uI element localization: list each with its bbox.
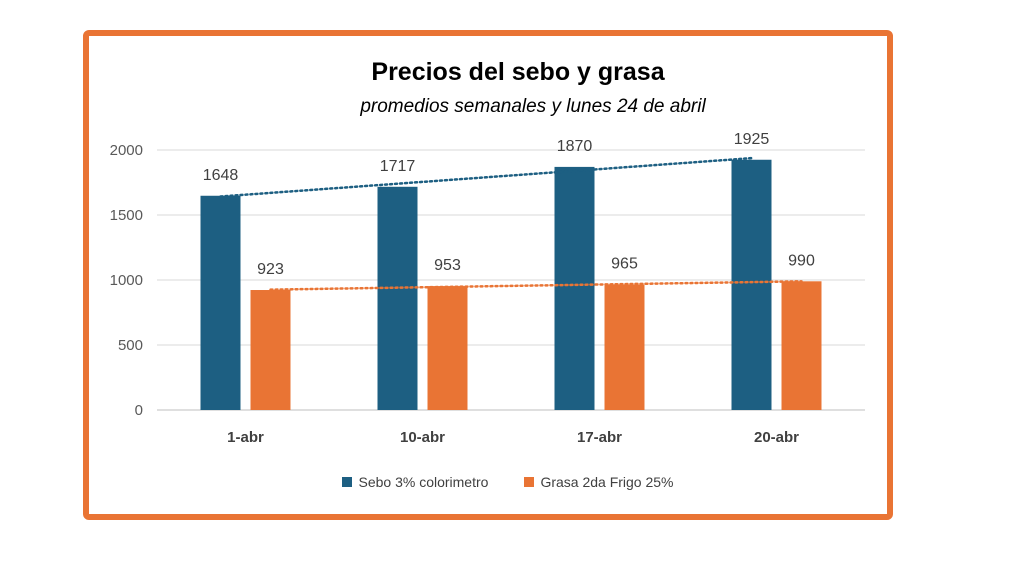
y-tick-label: 1000 xyxy=(110,272,143,289)
chart-subtitle: promedios semanales y lunes 24 de abril xyxy=(360,96,706,117)
legend: Sebo 3% colorimetro Grasa 2da Frigo 25% xyxy=(89,474,887,490)
y-tick-label: 1500 xyxy=(110,207,143,224)
data-label-series-1: 1717 xyxy=(380,158,416,175)
data-label-series-2: 953 xyxy=(434,257,461,274)
bar-series-1-10-abr xyxy=(377,186,418,410)
legend-item-series-1: Sebo 3% colorimetro xyxy=(342,474,488,490)
x-tick-label: 20-abr xyxy=(754,429,799,446)
x-tick-label: 1-abr xyxy=(227,429,264,446)
y-tick-label: 2000 xyxy=(110,142,143,159)
bar-series-1-1-abr xyxy=(200,195,241,410)
bar-series-2-1-abr xyxy=(250,290,291,410)
x-axis-ticks: 1-abr 10-abr 17-abr 20-abr xyxy=(227,429,799,446)
data-labels: 1648 923 1717 953 1870 965 1925 990 xyxy=(203,131,815,278)
legend-swatch-series-1 xyxy=(342,477,353,487)
y-axis-ticks: 0 500 1000 1500 2000 xyxy=(110,142,143,419)
bars xyxy=(200,159,822,410)
y-tick-label: 0 xyxy=(135,402,143,419)
data-label-series-2: 923 xyxy=(257,261,284,278)
data-label-series-1: 1870 xyxy=(557,138,593,155)
chart-frame: Precios del sebo y grasa promedios seman… xyxy=(83,30,893,520)
bar-series-2-20-abr xyxy=(781,281,822,410)
chart-title: Precios del sebo y grasa xyxy=(371,58,665,86)
trendline-series-2 xyxy=(269,280,803,291)
legend-item-series-2: Grasa 2da Frigo 25% xyxy=(524,474,674,490)
data-label-series-1: 1648 xyxy=(203,167,239,184)
legend-label-series-1: Sebo 3% colorimetro xyxy=(358,474,489,490)
x-tick-label: 17-abr xyxy=(577,429,622,446)
bar-series-1-17-abr xyxy=(554,166,595,410)
bar-series-1-20-abr xyxy=(731,159,772,410)
bar-series-2-10-abr xyxy=(427,286,468,410)
y-tick-label: 500 xyxy=(118,337,143,354)
chart-plot-area: 0 500 1000 1500 2000 1648 923 1717 953 1870 965 19… xyxy=(110,131,865,446)
data-label-series-2: 990 xyxy=(788,252,815,269)
data-label-series-1: 1925 xyxy=(734,131,770,148)
data-label-series-2: 965 xyxy=(611,256,638,273)
trendline-series-1 xyxy=(219,156,753,198)
legend-swatch-series-2 xyxy=(524,477,535,487)
trendlines xyxy=(219,156,803,291)
x-tick-label: 10-abr xyxy=(400,429,445,446)
legend-label-series-2: Grasa 2da Frigo 25% xyxy=(540,474,674,490)
bar-series-2-17-abr xyxy=(604,284,645,410)
